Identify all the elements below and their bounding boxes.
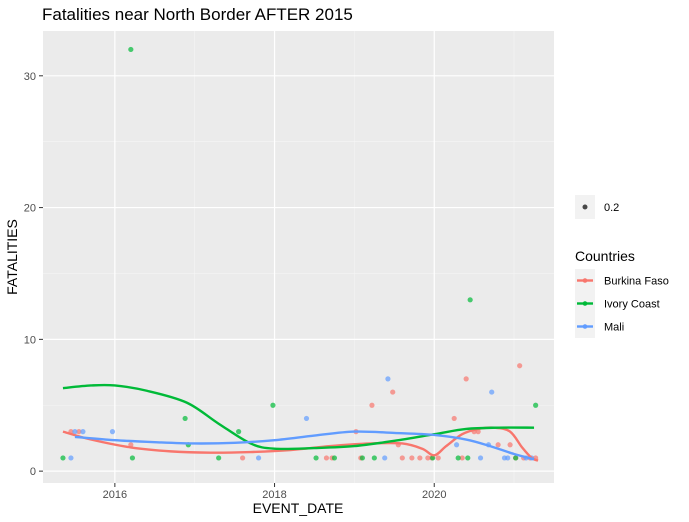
data-point [417, 455, 423, 461]
trend-lines [62, 383, 539, 462]
data-point [182, 415, 188, 422]
data-point [60, 455, 66, 461]
trend-line [62, 426, 539, 462]
size-legend-label: 0.2 [604, 202, 619, 214]
data-points [60, 46, 539, 461]
y-tick-label: 20 [24, 203, 36, 215]
data-point [390, 389, 396, 395]
data-point [453, 442, 460, 448]
data-point [513, 455, 519, 461]
size-legend-point [582, 204, 588, 210]
legend-key-point [582, 278, 588, 283]
trend-line [74, 430, 535, 461]
x-axis-title: EVENT_DATE [253, 500, 344, 516]
data-point [236, 429, 242, 435]
data-point [435, 455, 441, 461]
data-point [331, 455, 338, 461]
data-point [313, 455, 319, 461]
data-point [463, 376, 469, 382]
data-point [489, 389, 495, 395]
data-point [385, 376, 391, 382]
x-tick-label: 2020 [422, 489, 446, 501]
legend-key-point [582, 301, 588, 306]
legend-label: Mali [604, 322, 624, 334]
grid-lines [43, 31, 554, 483]
y-axis-ticks: 0 10 20 30 [24, 71, 43, 478]
data-point [455, 455, 461, 461]
y-tick-label: 30 [24, 71, 36, 83]
y-axis-title: FATALITIES [4, 219, 20, 295]
data-point [216, 455, 222, 461]
data-point [459, 455, 465, 461]
data-point [303, 415, 310, 422]
data-point [409, 455, 415, 461]
data-point [517, 363, 523, 369]
legend-key-point [582, 324, 588, 329]
data-point [323, 455, 330, 461]
trend-line [62, 383, 535, 451]
data-point [451, 415, 457, 422]
x-axis-ticks: 2016 2018 2020 [103, 483, 446, 501]
data-point [80, 429, 86, 435]
y-tick-label: 0 [30, 466, 36, 478]
data-point [371, 455, 377, 461]
legend-title: Countries [575, 248, 635, 264]
data-point [68, 455, 74, 461]
data-point [109, 429, 116, 435]
data-point [382, 455, 388, 461]
plot-panel [43, 31, 554, 483]
data-point [359, 455, 365, 461]
data-point [495, 442, 501, 448]
data-point [128, 46, 134, 53]
y-tick-label: 10 [24, 334, 36, 346]
data-point [477, 455, 484, 461]
data-point [533, 402, 539, 408]
data-point [72, 429, 78, 435]
data-point [505, 455, 511, 461]
data-point [465, 455, 471, 461]
x-tick-label: 2018 [262, 489, 286, 501]
data-point [270, 402, 276, 408]
legend-label: Ivory Coast [604, 299, 660, 311]
data-point [129, 455, 136, 461]
data-point [430, 455, 436, 461]
size-legend: 0.2 [575, 195, 619, 219]
data-point [369, 402, 375, 408]
chart-title: Fatalities near North Border AFTER 2015 [42, 5, 353, 24]
legend-label: Burkina Faso [604, 276, 669, 288]
data-point [425, 455, 431, 461]
x-tick-label: 2016 [103, 489, 127, 501]
data-point [240, 455, 246, 461]
data-point [399, 455, 405, 461]
data-point [255, 455, 262, 461]
data-point [467, 297, 473, 303]
data-point [507, 442, 513, 448]
color-legend: Countries Burkina Faso Ivory Coast Mali [575, 248, 669, 338]
data-point [76, 429, 82, 435]
